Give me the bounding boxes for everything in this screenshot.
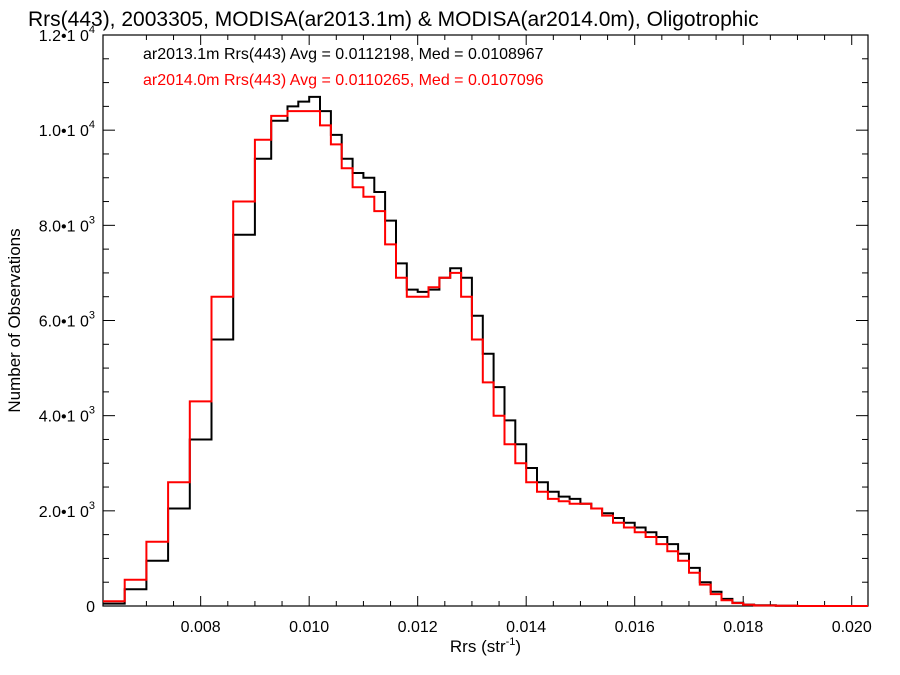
y-tick-label: 0 [86, 599, 95, 616]
x-tick-label: 0.018 [723, 619, 763, 636]
y-tick-mantissa: 2.0•1 0 [39, 504, 89, 521]
y-tick-label: 8.0•1 03 [39, 214, 95, 235]
y-tick-label: 6.0•1 03 [39, 310, 95, 331]
x-axis-title-exponent: -1 [506, 636, 516, 648]
y-tick-mantissa: 6.0•1 0 [39, 314, 89, 331]
series-line-1 [103, 95, 868, 607]
y-tick-mantissa: 8.0•1 0 [39, 218, 89, 235]
x-tick-label: 0.012 [398, 619, 438, 636]
y-tick-label: 1.0•1 04 [39, 119, 95, 140]
legend-entry-1: ar2013.1m Rrs(443) Avg = 0.0112198, Med … [143, 46, 544, 63]
series-layer [103, 95, 868, 607]
y-tick-mantissa: 0 [86, 599, 95, 616]
y-axis-title: Number of Observations [5, 228, 24, 412]
y-tick-label: 4.0•1 03 [39, 405, 95, 426]
y-tick-exponent: 3 [89, 214, 95, 226]
y-tick-label: 1.2•1 04 [39, 24, 95, 45]
y-tick-mantissa: 1.0•1 0 [39, 123, 89, 140]
x-tick-label: 0.010 [289, 619, 329, 636]
plot-frame [102, 34, 869, 607]
series-line-2 [103, 110, 868, 607]
legend-entry-2: ar2014.0m Rrs(443) Avg = 0.0110265, Med … [143, 72, 544, 89]
x-tick-label: 0.008 [181, 619, 221, 636]
x-tick-label: 0.020 [832, 619, 872, 636]
y-tick-mantissa: 1.2•1 0 [39, 28, 89, 45]
y-tick-exponent: 4 [89, 24, 95, 36]
x-tick-label: 0.014 [506, 619, 546, 636]
y-tick-exponent: 3 [89, 500, 95, 512]
y-tick-exponent: 3 [89, 310, 95, 322]
x-axis-title: Rrs (str-1) [450, 636, 521, 656]
y-tick-label: 2.0•1 03 [39, 500, 95, 521]
x-axis: 0.008 0.010 0.012 0.014 0.016 0.018 0.020 [145, 35, 872, 636]
legend: ar2013.1m Rrs(443) Avg = 0.0112198, Med … [143, 46, 544, 89]
x-axis-title-close: ) [515, 637, 521, 656]
y-tick-exponent: 4 [89, 119, 95, 131]
y-axis: 02.0•1 034.0•1 036.0•1 038.0•1 031.0•1 0… [39, 24, 868, 616]
x-axis-title-text: Rrs (str [450, 637, 506, 656]
chart-title: Rrs(443), 2003305, MODISA(ar2013.1m) & M… [28, 8, 759, 31]
y-tick-mantissa: 4.0•1 0 [39, 409, 89, 426]
y-tick-exponent: 3 [89, 405, 95, 417]
x-tick-label: 0.016 [615, 619, 655, 636]
